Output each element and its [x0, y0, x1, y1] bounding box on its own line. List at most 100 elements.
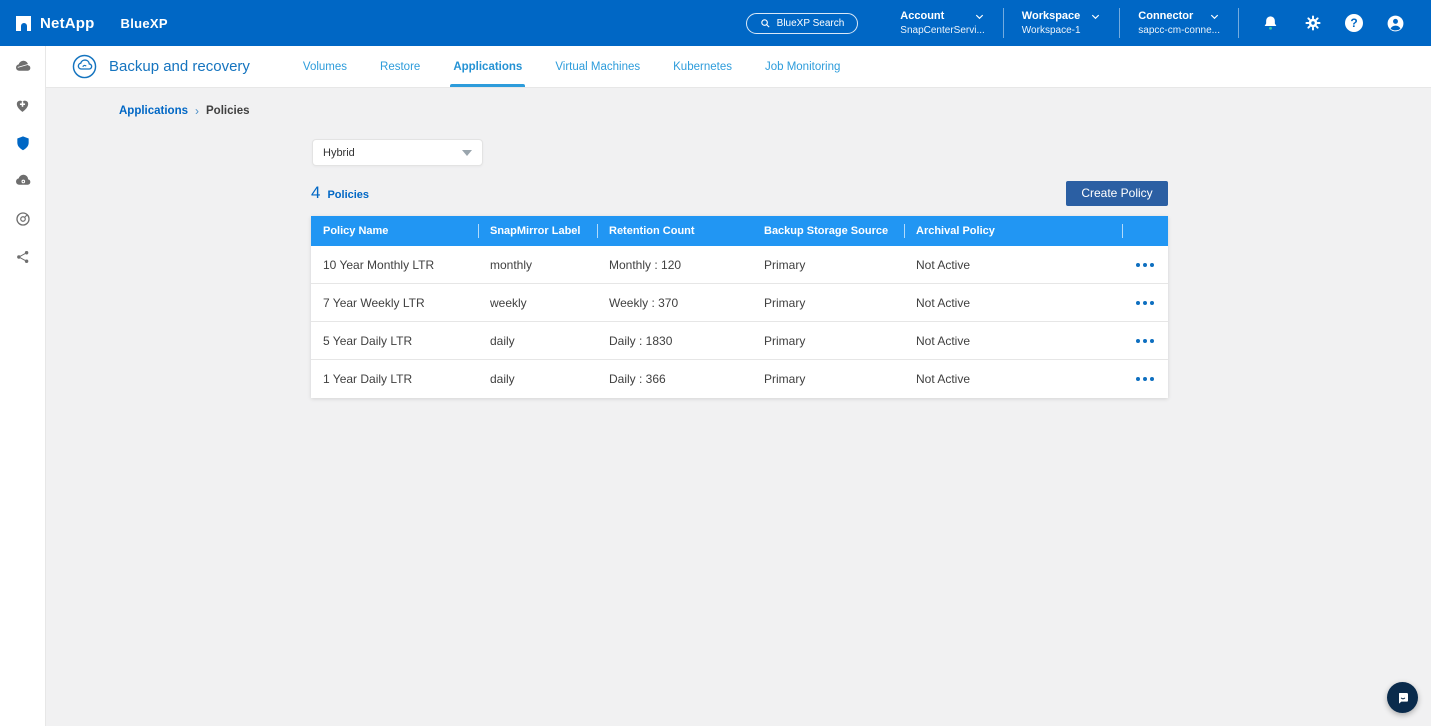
gear-icon	[1305, 15, 1320, 31]
dropdown-selected-value: Hybrid	[323, 146, 355, 159]
account-label: Account	[900, 10, 945, 22]
tab-applications[interactable]: Applications	[450, 46, 526, 87]
archival-policy-cell: Not Active	[916, 333, 971, 348]
table-row: 5 Year Daily LTR daily Daily : 1830 Prim…	[311, 322, 1168, 360]
backup-storage-source-cell: Primary	[764, 333, 806, 348]
top-bar: NetApp BlueXP BlueXP Search Account Snap…	[0, 0, 1431, 46]
account-menu[interactable]: Account SnapCenterServi...	[882, 10, 1003, 36]
divider	[1119, 8, 1121, 38]
column-header-backup-storage-source: Backup Storage Source	[764, 225, 889, 237]
tab-volumes[interactable]: Volumes	[302, 60, 348, 73]
user-icon	[1387, 15, 1404, 31]
search-icon	[760, 18, 770, 28]
retention-count-cell: Weekly : 370	[609, 295, 679, 310]
row-actions-ellipsis-icon[interactable]	[1136, 262, 1154, 267]
netapp-mark-icon	[16, 15, 31, 31]
workspace-value: Workspace-1	[1021, 25, 1081, 36]
chevron-down-icon	[1210, 14, 1219, 19]
snapmirror-label-cell: monthly	[490, 257, 533, 272]
netapp-logo: NetApp	[16, 15, 95, 32]
policy-name-cell: 7 Year Weekly LTR	[323, 295, 425, 310]
table-row: 1 Year Daily LTR daily Daily : 366 Prima…	[311, 360, 1168, 398]
table-header-row: Policy Name SnapMirror Label Retention C…	[311, 216, 1168, 246]
table-row: 7 Year Weekly LTR weekly Weekly : 370 Pr…	[311, 284, 1168, 322]
row-actions-ellipsis-icon[interactable]	[1136, 338, 1154, 343]
bluexp-search-button[interactable]: BlueXP Search	[745, 12, 859, 34]
bell-icon	[1264, 15, 1277, 30]
service-tabs: Volumes Restore Applications Virtual Mac…	[300, 46, 843, 87]
tab-virtual-machines[interactable]: Virtual Machines	[555, 60, 641, 73]
policy-name-cell: 10 Year Monthly LTR	[323, 257, 435, 272]
backup-storage-source-cell: Primary	[764, 372, 806, 386]
account-value: SnapCenterServi...	[900, 25, 985, 36]
protection-shield-icon	[16, 136, 29, 151]
connector-menu[interactable]: Connector sapcc-cm-conne...	[1120, 10, 1238, 36]
create-policy-button[interactable]: Create Policy	[1066, 180, 1168, 206]
extensions-share-icon	[16, 251, 28, 263]
divider	[1002, 8, 1004, 38]
left-nav	[0, 46, 46, 726]
workspace-label: Workspace	[1021, 10, 1081, 22]
row-actions-ellipsis-icon[interactable]	[1136, 377, 1154, 381]
policy-name-cell: 5 Year Daily LTR	[323, 333, 413, 348]
sidebar-item-extensions[interactable]	[0, 238, 46, 276]
help-icon: ?	[1350, 16, 1358, 30]
backup-recovery-icon	[72, 54, 97, 79]
column-header-archival-policy: Archival Policy	[904, 216, 1122, 246]
policy-name-cell: 1 Year Daily LTR	[323, 372, 413, 386]
tab-restore[interactable]: Restore	[380, 60, 421, 73]
notifications-button[interactable]	[1261, 14, 1280, 33]
sidebar-item-economy[interactable]	[0, 200, 46, 238]
chat-launcher-button[interactable]	[1387, 682, 1418, 713]
column-header-retention-count: Retention Count	[597, 216, 752, 246]
topbar-right: BlueXP Search Account SnapCenterServi...…	[745, 8, 1405, 38]
economy-gauge-icon	[15, 212, 30, 226]
storage-cloud-icon	[15, 60, 30, 71]
service-title: Backup and recovery	[109, 58, 250, 75]
search-label: BlueXP Search	[776, 17, 845, 29]
settings-button[interactable]	[1303, 14, 1322, 33]
breadcrumb-applications-link[interactable]: Applications	[119, 105, 189, 117]
archival-policy-cell: Not Active	[916, 295, 971, 310]
archival-policy-cell: Not Active	[916, 372, 971, 386]
snapmirror-label-cell: daily	[490, 372, 515, 386]
row-actions-ellipsis-icon[interactable]	[1136, 300, 1154, 305]
breadcrumb-current: Policies	[206, 105, 250, 117]
chevron-down-icon	[1092, 14, 1100, 19]
snapmirror-label-cell: daily	[490, 333, 515, 348]
policy-type-dropdown[interactable]: Hybrid	[312, 139, 483, 166]
brand-name: NetApp	[40, 14, 95, 32]
workspace-menu[interactable]: Workspace Workspace-1	[1004, 10, 1120, 36]
chevron-down-icon	[975, 14, 983, 19]
sidebar-item-protection[interactable]	[0, 124, 46, 162]
chat-bubble-icon	[1398, 692, 1408, 704]
product-name: BlueXP	[120, 15, 168, 31]
connector-label: Connector	[1138, 10, 1194, 22]
mobility-cloud-icon	[15, 174, 30, 185]
sidebar-item-health[interactable]	[0, 86, 46, 124]
snapmirror-label-cell: weekly	[490, 295, 527, 310]
retention-count-cell: Daily : 1830	[609, 333, 673, 348]
retention-count-cell: Daily : 366	[609, 372, 666, 386]
retention-count-cell: Monthly : 120	[609, 257, 682, 272]
user-menu-button[interactable]	[1386, 14, 1405, 33]
column-header-actions	[1122, 216, 1168, 246]
connector-value: sapcc-cm-conne...	[1138, 25, 1220, 36]
tab-kubernetes[interactable]: Kubernetes	[673, 60, 732, 73]
tab-job-monitoring[interactable]: Job Monitoring	[764, 60, 841, 73]
main-content: Applications › Policies Hybrid 4 Policie…	[46, 88, 1431, 725]
sidebar-item-storage[interactable]	[0, 48, 46, 86]
divider	[1238, 8, 1239, 38]
table-row: 10 Year Monthly LTR monthly Monthly : 12…	[311, 246, 1168, 284]
column-header-policy-name: Policy Name	[323, 225, 389, 237]
breadcrumb: Applications › Policies	[119, 104, 249, 118]
breadcrumb-chevron-icon: ›	[195, 104, 200, 118]
help-button[interactable]: ?	[1345, 14, 1363, 32]
policies-count-label: Policies	[327, 189, 370, 201]
service-header: Backup and recovery Volumes Restore Appl…	[46, 46, 1431, 88]
backup-storage-source-cell: Primary	[764, 257, 806, 272]
column-header-snapmirror-label: SnapMirror Label	[478, 216, 597, 246]
dropdown-caret-icon	[462, 149, 472, 156]
archival-policy-cell: Not Active	[916, 257, 971, 272]
sidebar-item-mobility[interactable]	[0, 162, 46, 200]
